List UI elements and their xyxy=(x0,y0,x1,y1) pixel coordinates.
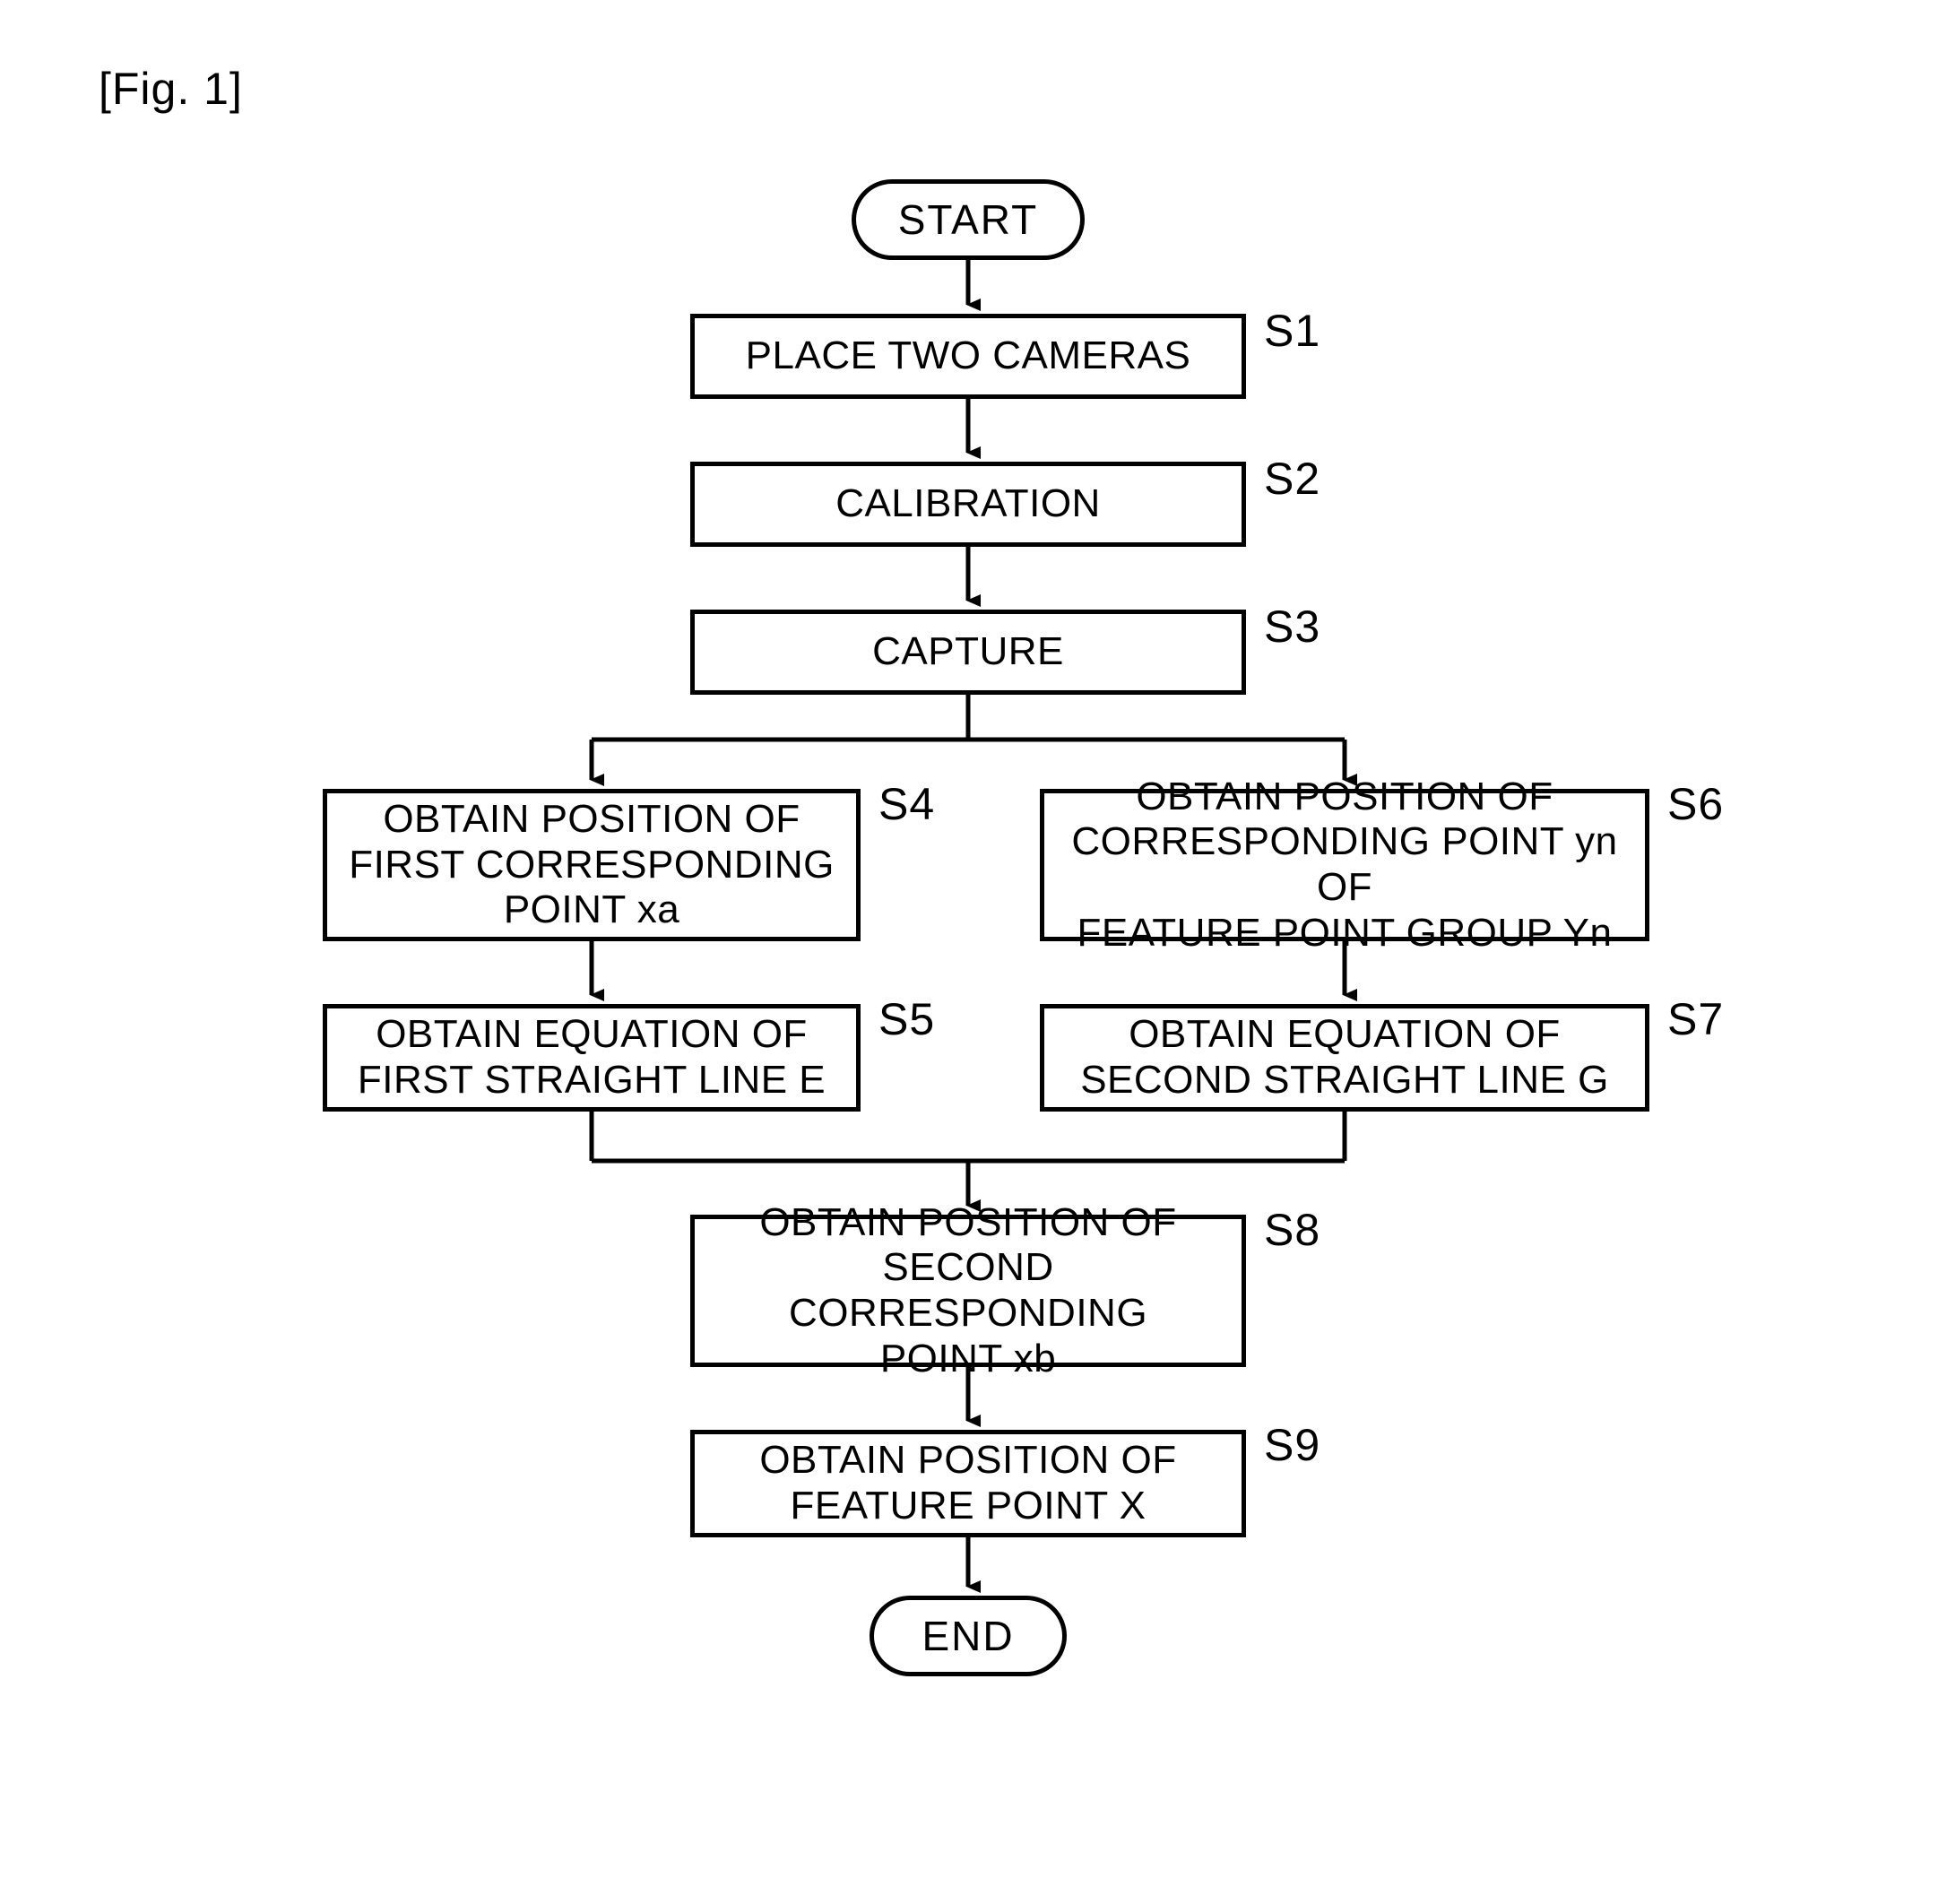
figure-label: [Fig. 1] xyxy=(99,63,243,115)
end-terminal: END xyxy=(870,1596,1067,1676)
step-s5: OBTAIN EQUATION OFFIRST STRAIGHT LINE E xyxy=(323,1004,861,1112)
step-s6: OBTAIN POSITION OFCORRESPONDING POINT yn… xyxy=(1040,789,1649,941)
step-s1-text: PLACE TWO CAMERAS xyxy=(746,333,1191,379)
connector-lines xyxy=(215,179,1775,1793)
end-label: END xyxy=(922,1612,1014,1660)
step-s8-tag: S8 xyxy=(1264,1204,1320,1256)
step-s5-tag: S5 xyxy=(878,993,935,1045)
step-s9-tag: S9 xyxy=(1264,1419,1320,1471)
step-s2: CALIBRATION xyxy=(690,462,1246,547)
step-s5-text: OBTAIN EQUATION OFFIRST STRAIGHT LINE E xyxy=(358,1012,826,1103)
step-s3: CAPTURE xyxy=(690,610,1246,695)
step-s6-text: OBTAIN POSITION OFCORRESPONDING POINT yn… xyxy=(1053,775,1636,956)
step-s1-tag: S1 xyxy=(1264,305,1320,357)
step-s4: OBTAIN POSITION OFFIRST CORRESPONDINGPOI… xyxy=(323,789,861,941)
start-terminal: START xyxy=(852,179,1085,260)
step-s9-text: OBTAIN POSITION OFFEATURE POINT X xyxy=(759,1438,1176,1528)
step-s2-tag: S2 xyxy=(1264,453,1320,505)
step-s7: OBTAIN EQUATION OFSECOND STRAIGHT LINE G xyxy=(1040,1004,1649,1112)
step-s4-text: OBTAIN POSITION OFFIRST CORRESPONDINGPOI… xyxy=(349,797,835,933)
step-s7-text: OBTAIN EQUATION OFSECOND STRAIGHT LINE G xyxy=(1080,1012,1609,1103)
step-s8-text: OBTAIN POSITION OFSECOND CORRESPONDINGPO… xyxy=(704,1200,1233,1381)
flowchart-canvas: START PLACE TWO CAMERAS S1 CALIBRATION S… xyxy=(215,179,1775,1793)
step-s2-text: CALIBRATION xyxy=(835,481,1101,527)
step-s9: OBTAIN POSITION OFFEATURE POINT X xyxy=(690,1430,1246,1537)
step-s4-tag: S4 xyxy=(878,778,935,830)
step-s3-tag: S3 xyxy=(1264,601,1320,653)
step-s3-text: CAPTURE xyxy=(872,629,1064,675)
step-s6-tag: S6 xyxy=(1667,778,1724,830)
step-s7-tag: S7 xyxy=(1667,993,1724,1045)
start-label: START xyxy=(898,195,1039,244)
step-s8: OBTAIN POSITION OFSECOND CORRESPONDINGPO… xyxy=(690,1215,1246,1367)
step-s1: PLACE TWO CAMERAS xyxy=(690,314,1246,399)
